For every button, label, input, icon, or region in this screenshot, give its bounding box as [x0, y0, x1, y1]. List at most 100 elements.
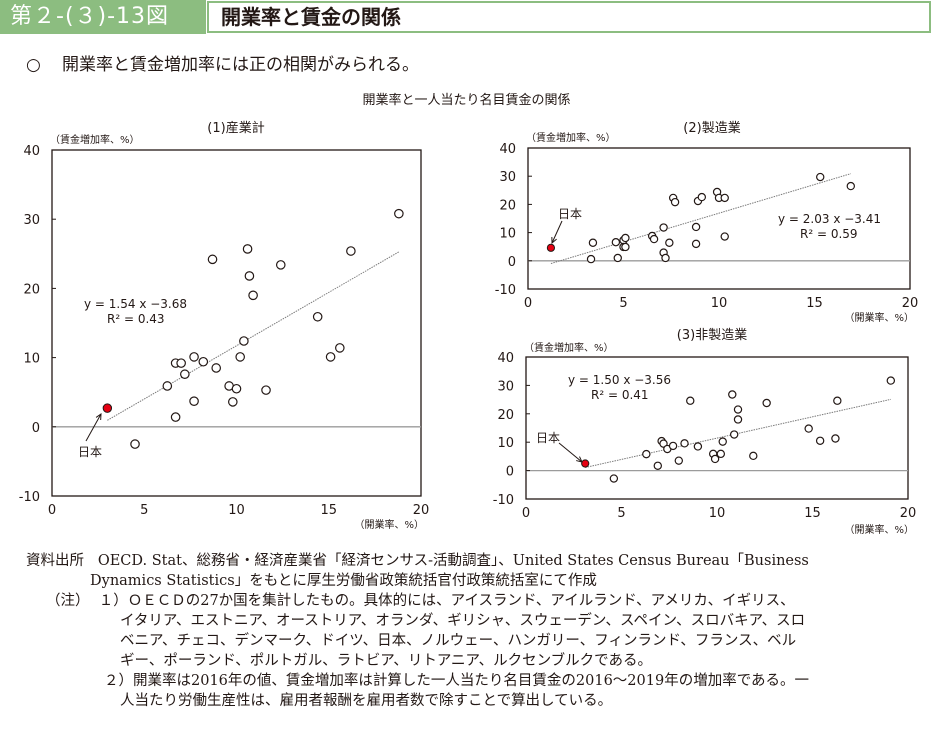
chart-all-industries: (1)産業計 （賃金増加率、%） （開業率、%） y = 1.54 x −3.6…	[19, 120, 430, 531]
plot-frame	[51, 149, 422, 497]
data-point	[611, 237, 621, 247]
trend-line	[585, 398, 891, 468]
data-point	[261, 385, 271, 395]
data-point	[609, 474, 619, 483]
x-tick-label: 10	[711, 296, 728, 311]
data-point	[189, 396, 199, 406]
y-tick-label: -10	[493, 493, 514, 508]
data-point	[189, 352, 199, 362]
data-point	[659, 223, 668, 232]
data-point	[686, 396, 695, 405]
data-point	[831, 434, 840, 443]
data-point	[394, 208, 404, 219]
figure-header: 第２-(３)-13図 開業率と賃金の関係	[0, 0, 933, 34]
data-point	[244, 271, 255, 281]
data-point	[720, 193, 729, 203]
data-point	[733, 405, 743, 414]
note-2-line-1: ２）開業率は2016年の値、賃金増加率は計算した一人当たり名目賃金の2016～2…	[104, 673, 810, 689]
overall-chart-title: 開業率と一人当たり名目賃金の関係	[362, 93, 571, 108]
data-point	[804, 424, 813, 433]
japan-arrow-line	[558, 442, 583, 463]
y-tick-label: 10	[497, 436, 514, 451]
y-tick-label: 30	[499, 170, 516, 185]
data-point	[833, 396, 842, 405]
note-2-line-2: 人当たり労働生産性は、雇用者報酬を雇用者数で除すことで算出している。	[120, 693, 613, 709]
data-point	[718, 437, 727, 446]
circle-bullet-icon: ○	[26, 55, 41, 75]
data-point-japan	[102, 403, 113, 413]
data-point	[248, 290, 258, 301]
data-point-japan	[581, 459, 590, 468]
data-point	[691, 239, 701, 249]
data-point	[680, 439, 689, 448]
data-point	[674, 456, 684, 465]
data-point	[346, 246, 356, 256]
data-point	[130, 439, 140, 449]
y-axis-label: （賃金増加率、%）	[526, 131, 616, 144]
data-point	[815, 436, 825, 445]
x-tick-label: 5	[617, 506, 625, 521]
japan-label: 日本	[536, 431, 560, 445]
x-tick-label: 20	[902, 296, 919, 311]
japan-label: 日本	[78, 445, 102, 459]
data-point	[588, 238, 598, 247]
x-tick-label: 5	[140, 503, 148, 518]
data-point	[668, 441, 678, 451]
x-tick-label: 20	[413, 503, 430, 518]
data-point	[649, 234, 659, 244]
data-point	[231, 383, 242, 394]
data-point	[275, 260, 286, 270]
source-line-2: Dynamics Statistics」をもとに厚生労働省政策統括官付政策統括室…	[90, 573, 597, 589]
data-point	[665, 238, 674, 247]
y-tick-label: 40	[497, 351, 514, 366]
x-tick-label: 15	[806, 296, 823, 311]
y-tick-label: 0	[32, 421, 40, 436]
figure-title: 開業率と賃金の関係	[207, 1, 931, 33]
data-point	[733, 415, 743, 424]
japan-arrow-line	[551, 220, 563, 244]
x-tick-label: 0	[522, 506, 530, 521]
data-point	[710, 454, 720, 464]
y-tick-label: 20	[497, 408, 514, 423]
data-point	[697, 192, 707, 202]
data-point	[325, 352, 336, 362]
data-point	[693, 442, 703, 451]
data-point	[720, 232, 729, 241]
chart-manufacturing: (2)製造業 （賃金増加率、%） （開業率、%） y = 2.03 x −3.4…	[495, 120, 919, 324]
data-point	[235, 352, 245, 362]
r-squared: R² = 0.59	[800, 227, 858, 241]
r-squared: R² = 0.41	[591, 388, 649, 402]
plot-frame	[525, 356, 909, 500]
data-point	[653, 461, 662, 470]
trend-line	[107, 251, 400, 421]
data-point	[661, 253, 670, 263]
data-point	[728, 390, 737, 399]
note-1-line-3: ベニア、チェコ、デンマーク、ドイツ、日本、ノルウェー、ハンガリー、フィンランド、…	[120, 633, 797, 649]
x-tick-label: 15	[804, 506, 821, 521]
x-axis-label: （開業率、%）	[844, 523, 914, 536]
x-tick-label: 20	[900, 506, 917, 521]
y-tick-label: 40	[23, 144, 40, 159]
japan-arrow-line	[85, 413, 102, 442]
source-label: 資料出所	[26, 553, 84, 569]
y-tick-label: 40	[499, 142, 516, 157]
note-1-line-1: （注） １）ＯＥＣＤの27か国を集計したもの。具体的には、アイスランド、アイルラ…	[26, 591, 926, 611]
data-point	[642, 449, 651, 459]
figure-number: 第２-(３)-13図	[0, 0, 206, 34]
data-point	[242, 244, 253, 254]
data-point	[691, 222, 701, 232]
source-text: OECD. Stat、総務省・経済産業省「経済センサス-活動調査」、United…	[97, 553, 809, 569]
x-tick-label: 5	[619, 296, 627, 311]
data-point	[613, 253, 622, 263]
x-axis-label: （開業率、%）	[354, 518, 424, 531]
y-axis-label: （賃金増加率、%）	[50, 133, 140, 146]
y-axis-label: （賃金増加率、%）	[524, 341, 614, 354]
x-axis-label: （開業率、%）	[844, 311, 914, 324]
equation: y = 1.54 x −3.68	[84, 297, 187, 311]
data-point	[170, 412, 181, 422]
data-point	[239, 336, 249, 346]
r-squared: R² = 0.43	[107, 312, 165, 326]
x-tick-label: 15	[320, 503, 337, 518]
data-point	[207, 254, 218, 265]
